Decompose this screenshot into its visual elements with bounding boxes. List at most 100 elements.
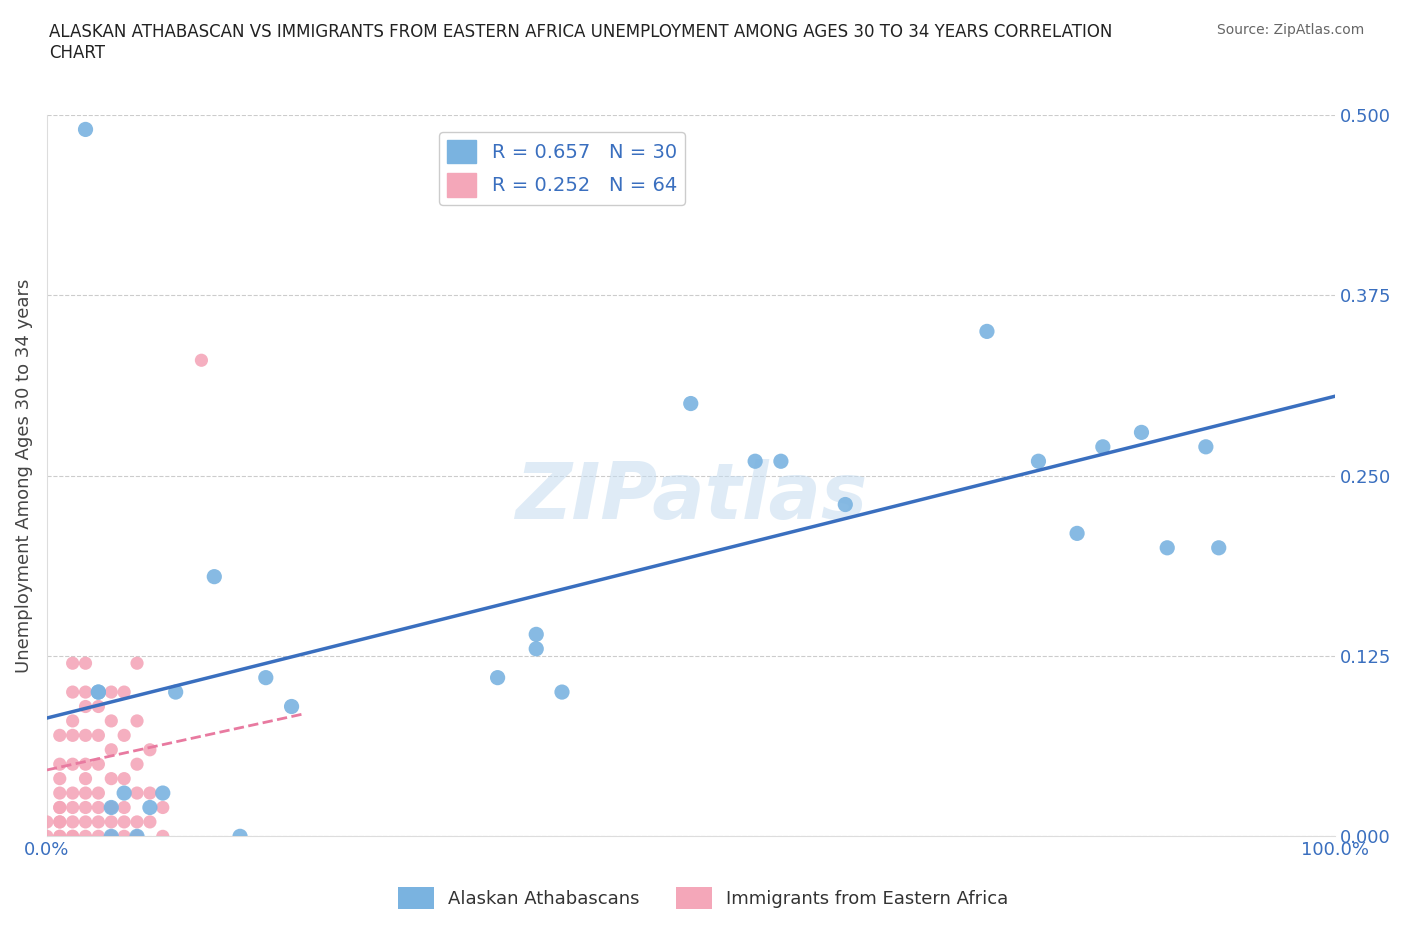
Point (1028, 454, 1050, 469)
Point (49, 815, 72, 830)
Point (87, 786, 110, 801)
Point (49, 829, 72, 844)
Point (62, 757, 84, 772)
Point (125, 786, 148, 801)
Point (112, 815, 135, 830)
Point (100, 742, 122, 757)
Point (87, 757, 110, 772)
Point (75, 728, 97, 743)
Text: Source: ZipAtlas.com: Source: ZipAtlas.com (1216, 23, 1364, 37)
Point (139, 786, 162, 801)
Point (112, 800, 135, 815)
Point (62, 829, 84, 844)
Point (75, 786, 97, 801)
Point (524, 627, 547, 642)
Point (834, 497, 856, 512)
Point (139, 742, 162, 757)
Point (744, 454, 766, 469)
Point (152, 829, 174, 844)
Point (49, 800, 72, 815)
Point (280, 699, 302, 714)
Point (100, 829, 122, 844)
Point (49, 786, 72, 801)
Point (87, 684, 110, 699)
Point (87, 684, 110, 699)
Point (769, 454, 792, 469)
Point (35, 815, 58, 830)
Point (254, 671, 277, 685)
Point (100, 829, 122, 844)
Point (62, 728, 84, 743)
Point (62, 786, 84, 801)
Point (75, 699, 97, 714)
Point (165, 684, 187, 699)
Point (1130, 425, 1153, 440)
Point (100, 815, 122, 830)
Point (35, 829, 58, 844)
Point (49, 800, 72, 815)
Point (125, 656, 148, 671)
Y-axis label: Unemployment Among Ages 30 to 34 years: Unemployment Among Ages 30 to 34 years (15, 278, 32, 673)
Point (190, 352, 212, 367)
Point (229, 829, 252, 844)
Point (62, 713, 84, 728)
Point (100, 713, 122, 728)
Point (62, 829, 84, 844)
Point (75, 800, 97, 815)
Point (62, 800, 84, 815)
Legend: Alaskan Athabascans, Immigrants from Eastern Africa: Alaskan Athabascans, Immigrants from Eas… (391, 880, 1015, 916)
Point (87, 699, 110, 714)
Point (139, 815, 162, 830)
Legend: R = 0.657   N = 30, R = 0.252   N = 64: R = 0.657 N = 30, R = 0.252 N = 64 (439, 132, 685, 205)
Point (202, 569, 225, 584)
Point (1195, 439, 1218, 454)
Point (125, 829, 148, 844)
Text: ZIPatlas: ZIPatlas (515, 459, 868, 536)
Point (112, 829, 135, 844)
Point (49, 757, 72, 772)
Point (49, 815, 72, 830)
Point (49, 771, 72, 786)
Point (112, 786, 135, 801)
Point (100, 800, 122, 815)
Point (152, 786, 174, 801)
Point (62, 684, 84, 699)
Point (100, 800, 122, 815)
Point (1156, 540, 1178, 555)
Point (139, 800, 162, 815)
Point (112, 771, 135, 786)
Point (100, 684, 122, 699)
Point (1091, 439, 1114, 454)
Point (100, 771, 122, 786)
Point (75, 815, 97, 830)
Point (976, 324, 998, 339)
Point (87, 815, 110, 830)
Point (87, 829, 110, 844)
Point (524, 642, 547, 657)
Point (112, 684, 135, 699)
Point (152, 800, 174, 815)
Point (75, 771, 97, 786)
Point (125, 815, 148, 830)
Point (75, 757, 97, 772)
Point (87, 800, 110, 815)
Point (62, 815, 84, 830)
Point (75, 656, 97, 671)
Point (1208, 540, 1230, 555)
Point (75, 122, 97, 137)
Point (75, 684, 97, 699)
Point (49, 829, 72, 844)
Point (87, 728, 110, 743)
Point (486, 671, 509, 685)
Point (125, 713, 148, 728)
Point (75, 829, 97, 844)
Point (125, 829, 148, 844)
Point (551, 684, 574, 699)
Text: ALASKAN ATHABASCAN VS IMMIGRANTS FROM EASTERN AFRICA UNEMPLOYMENT AMONG AGES 30 : ALASKAN ATHABASCAN VS IMMIGRANTS FROM EA… (49, 23, 1112, 62)
Point (49, 728, 72, 743)
Point (1066, 526, 1088, 541)
Point (679, 396, 702, 411)
Point (112, 728, 135, 743)
Point (125, 757, 148, 772)
Point (62, 656, 84, 671)
